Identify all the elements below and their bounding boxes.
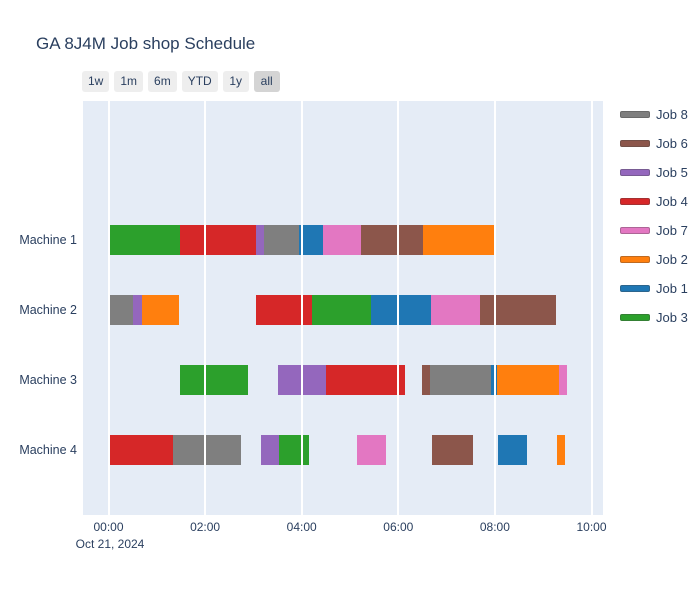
legend-item-job-5[interactable]: Job 5 [620,158,688,187]
gantt-bar-job-4[interactable] [255,295,312,325]
range-button-1m[interactable]: 1m [114,71,144,92]
legend-swatch [620,285,650,292]
legend-swatch [620,140,650,147]
gantt-bar-job-8[interactable] [264,225,300,255]
x-gridline [493,101,496,515]
gantt-bar-job-7[interactable] [356,435,386,465]
legend-label: Job 6 [656,136,688,151]
legend-swatch [620,314,650,321]
legend-label: Job 3 [656,310,688,325]
gantt-bar-job-5[interactable] [261,435,279,465]
x-gridline [107,101,110,515]
legend-swatch [620,256,650,263]
x-gridline [590,101,593,515]
legend-label: Job 8 [656,107,688,122]
legend-swatch [620,169,650,176]
legend-item-job-1[interactable]: Job 1 [620,274,688,303]
range-button-6m[interactable]: 6m [148,71,177,92]
legend-swatch [620,111,650,118]
plot-area[interactable] [83,101,603,515]
page-title: GA 8J4M Job shop Schedule [36,34,256,53]
gantt-bar-job-3[interactable] [108,225,180,255]
x-gridline [397,101,400,515]
legend-swatch [620,227,650,234]
legend-label: Job 7 [656,223,688,238]
gantt-bar-job-8[interactable] [430,365,491,395]
y-axis-label: Machine 4 [19,443,77,457]
x-axis-tick-label: 08:00 [479,520,510,534]
gantt-bar-job-3[interactable] [278,435,310,465]
x-axis-tick-label: 00:00 [93,520,124,534]
gantt-bar-job-2[interactable] [557,435,565,465]
legend-label: Job 5 [656,165,688,180]
gantt-bar-job-3[interactable] [179,365,249,395]
x-axis-tick-label: 06:00 [383,520,414,534]
x-axis-tick-label: 04:00 [286,520,317,534]
gantt-bar-job-5[interactable] [133,295,142,325]
range-button-1w[interactable]: 1w [82,71,110,92]
gantt-bar-job-7[interactable] [431,295,480,325]
legend-item-job-2[interactable]: Job 2 [620,245,688,274]
legend-item-job-6[interactable]: Job 6 [620,129,688,158]
range-selector: 1w 1m 6m YTD 1y all [82,71,280,92]
gantt-bar-job-4[interactable] [108,435,173,465]
gantt-bar-job-5[interactable] [255,225,265,255]
gantt-bar-job-6[interactable] [422,365,431,395]
legend: Job 8 Job 6 Job 5 Job 4 Job 7 Job 2 Job 1 Job 3 [620,100,688,332]
gantt-bar-job-6[interactable] [479,295,557,325]
gantt-bar-job-2[interactable] [141,295,179,325]
y-axis-label: Machine 1 [19,233,77,247]
legend-item-job-8[interactable]: Job 8 [620,100,688,129]
gantt-bar-job-8[interactable] [108,295,134,325]
gantt-bar-job-6[interactable] [432,435,474,465]
legend-label: Job 2 [656,252,688,267]
legend-item-job-3[interactable]: Job 3 [620,303,688,332]
range-button-ytd[interactable]: YTD [181,71,218,92]
legend-swatch [620,198,650,205]
gantt-bar-job-7[interactable] [559,365,568,395]
gantt-bar-job-1[interactable] [299,225,324,255]
legend-label: Job 4 [656,194,688,209]
legend-item-job-4[interactable]: Job 4 [620,187,688,216]
gantt-bar-job-1[interactable] [371,295,432,325]
y-axis-label: Machine 2 [19,303,77,317]
x-axis-tick-label: 10:00 [576,520,607,534]
range-button-1y[interactable]: 1y [222,71,249,92]
legend-label: Job 1 [656,281,688,296]
gantt-bar-job-2[interactable] [423,225,495,255]
range-button-all[interactable]: all [253,71,280,92]
gantt-bar-job-6[interactable] [360,225,424,255]
gantt-bar-job-2[interactable] [497,365,560,395]
x-gridline [300,101,303,515]
y-axis-label: Machine 3 [19,373,77,387]
x-axis-date-label: Oct 21, 2024 [75,537,145,551]
gantt-bar-job-1[interactable] [498,435,527,465]
gantt-bar-job-4[interactable] [179,225,256,255]
gantt-bar-job-7[interactable] [323,225,361,255]
gantt-bar-job-3[interactable] [311,295,372,325]
x-axis-tick-label: 02:00 [190,520,221,534]
x-gridline [204,101,207,515]
legend-item-job-7[interactable]: Job 7 [620,216,688,245]
gantt-bar-job-4[interactable] [326,365,406,395]
gantt-bar-job-8[interactable] [172,435,241,465]
